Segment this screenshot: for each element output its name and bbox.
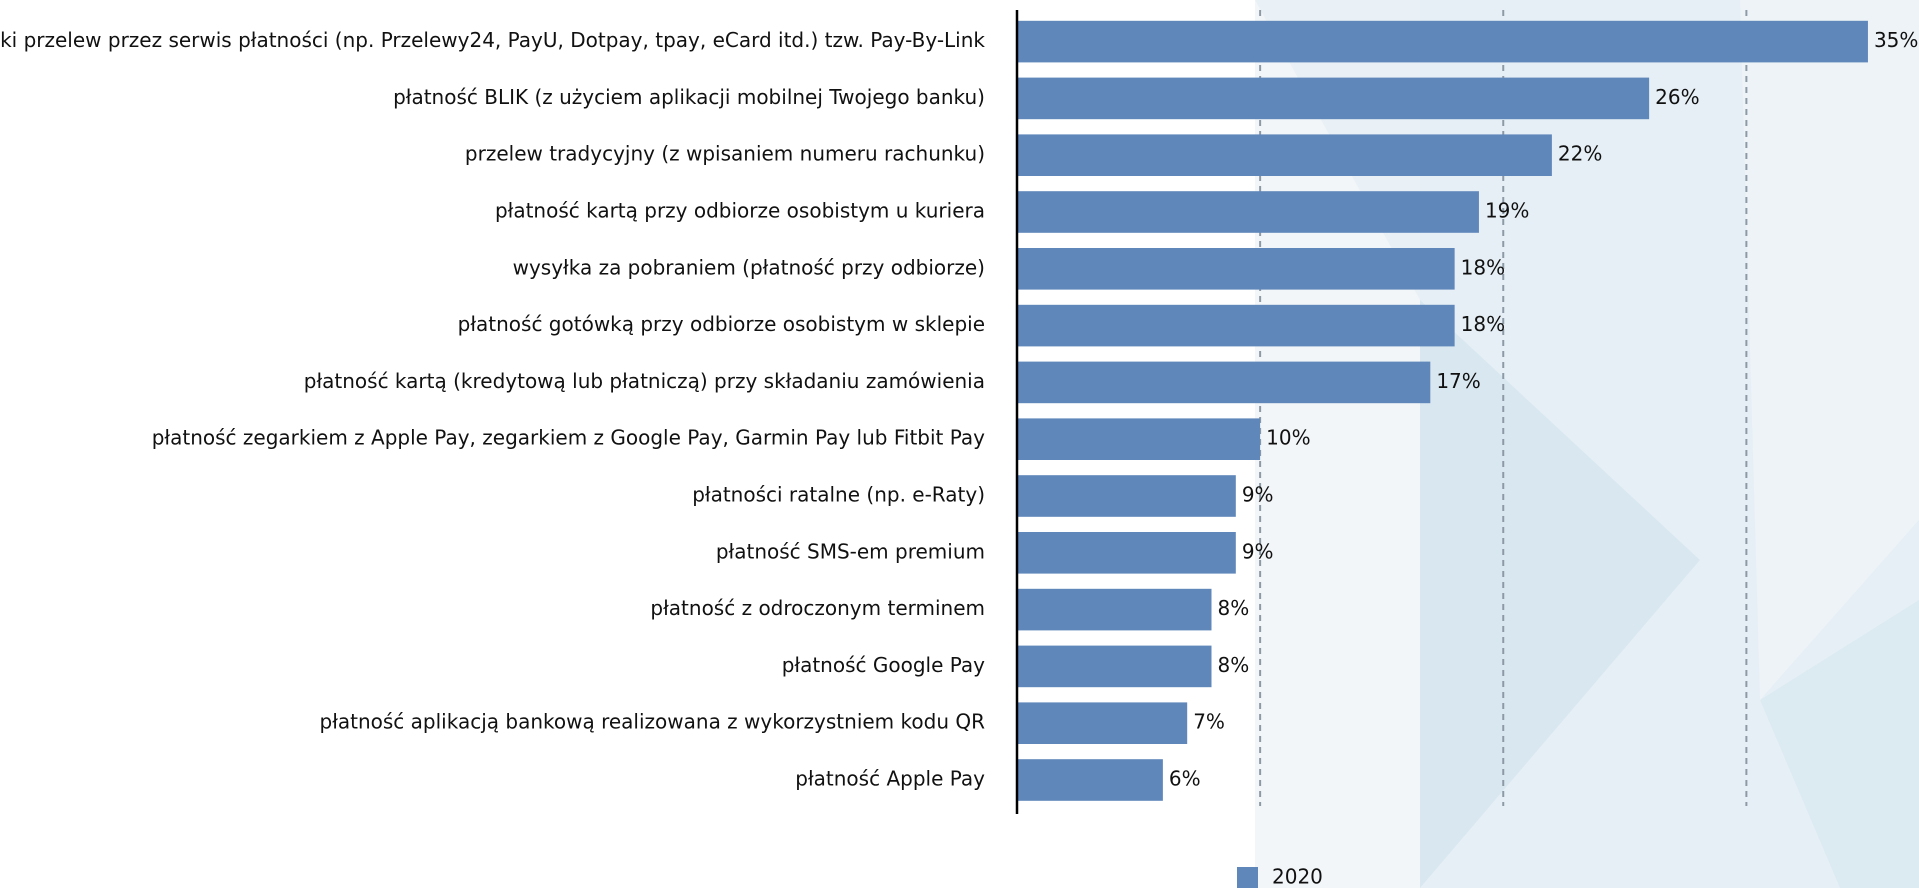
category-label: płatność z odroczonym terminem [650,596,985,620]
background [1255,0,1919,888]
value-label: 26% [1655,85,1699,109]
value-label: 18% [1461,255,1505,279]
bar [1017,588,1212,631]
value-label: 6% [1169,767,1201,791]
bar [1017,191,1479,233]
category-label: wysyłka za pobraniem (płatność przy odbi… [513,255,985,279]
bar [1017,20,1868,63]
value-label: 18% [1461,312,1505,336]
legend-swatch [1237,867,1258,888]
bar [1017,77,1650,120]
value-label: 17% [1436,369,1480,393]
value-label: 8% [1218,596,1250,620]
category-label: płatność aplikacją bankową realizowana z… [320,710,986,734]
category-label: płatność zegarkiem z Apple Pay, zegarkie… [152,426,985,450]
legend-label: 2020 [1272,865,1323,888]
category-label: płatność kartą przy odbiorze osobistym u… [495,199,985,223]
category-label: przelew tradycyjny (z wpisaniem numeru r… [465,142,985,166]
bar [1017,702,1188,744]
value-label: 22% [1558,142,1602,166]
value-label: 8% [1218,653,1250,677]
value-label: 35% [1874,28,1918,52]
bar [1017,248,1455,290]
bar [1017,532,1236,574]
category-label: płatność Apple Pay [795,767,985,791]
category-label: szybki przelew przez serwis płatności (n… [0,28,985,52]
category-label: płatność SMS-em premium [716,539,985,563]
bar [1017,475,1236,517]
category-label: płatność gotówką przy odbiorze osobistym… [458,312,985,336]
bar [1017,645,1212,688]
category-label: płatność BLIK (z użyciem aplikacji mobil… [393,85,985,109]
bar [1017,134,1552,176]
category-label: płatność kartą (kredytową lub płatniczą)… [304,369,985,393]
value-label: 7% [1193,710,1225,734]
bar [1017,304,1455,347]
bar [1017,418,1261,460]
category-label: płatność Google Pay [782,653,985,677]
category-label: płatności ratalne (np. e-Raty) [692,483,985,507]
value-label: 10% [1266,426,1310,450]
bar [1017,361,1431,404]
value-label: 9% [1242,539,1274,563]
value-label: 9% [1242,483,1274,507]
value-label: 19% [1485,199,1529,223]
bar [1017,759,1163,801]
